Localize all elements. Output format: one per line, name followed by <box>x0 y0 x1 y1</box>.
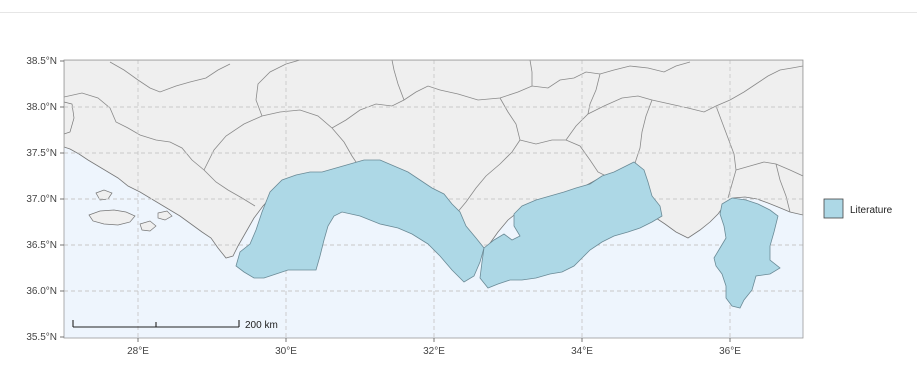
scale-bar <box>72 320 240 328</box>
top-divider <box>0 12 917 13</box>
y-tick-label: 37.5°N <box>26 148 57 159</box>
study-area-east <box>713 197 781 309</box>
y-tick-label: 38.0°N <box>26 102 57 113</box>
legend-label: Literature <box>850 205 893 216</box>
y-axis: 38.5°N 38.0°N 37.5°N 37.0°N 36.5°N 36.0°… <box>26 56 64 343</box>
province-borders <box>64 60 803 215</box>
x-tick-label: 28°E <box>127 346 149 357</box>
y-tick-label: 35.5°N <box>26 332 57 343</box>
x-tick-label: 34°E <box>571 346 593 357</box>
y-tick-label: 38.5°N <box>26 56 57 67</box>
x-tick-label: 30°E <box>275 346 297 357</box>
y-tick-label: 36.0°N <box>26 286 57 297</box>
x-tick-label: 36°E <box>719 346 741 357</box>
y-tick-label: 37.0°N <box>26 194 57 205</box>
study-area-central <box>479 161 663 289</box>
scale-bar-label: 200 km <box>245 320 278 331</box>
legend-swatch <box>823 198 844 219</box>
island <box>64 101 75 135</box>
x-tick-label: 32°E <box>423 346 445 357</box>
legend: Literature <box>823 198 893 219</box>
island <box>139 220 157 232</box>
y-tick-label: 36.5°N <box>26 240 57 251</box>
island <box>88 209 136 226</box>
x-axis: 28°E 30°E 32°E 34°E 36°E <box>127 338 741 357</box>
island <box>157 210 173 221</box>
